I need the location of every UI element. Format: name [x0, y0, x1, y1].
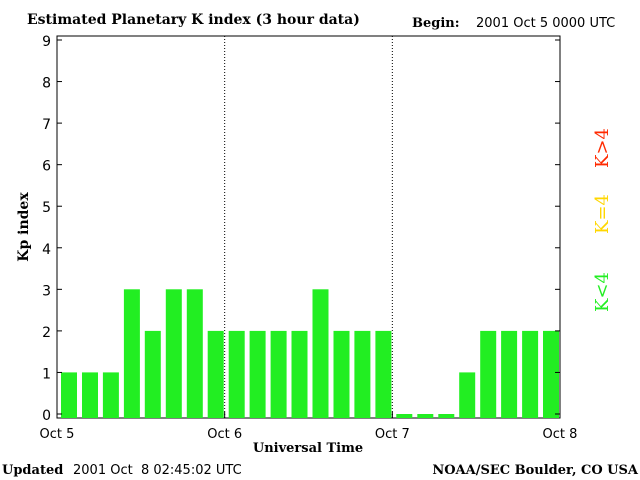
- x-tick-label: Oct 8: [543, 427, 578, 442]
- kp-bar: [375, 330, 392, 418]
- kp-bar: [186, 289, 203, 418]
- credit-text: NOAA/SEC Boulder, CO USA: [432, 463, 639, 478]
- kp-bar: [354, 330, 371, 418]
- updated-value: 2001 Oct 8 02:45:02 UTC: [73, 463, 242, 478]
- x-tick-label: Oct 7: [375, 427, 410, 442]
- y-axis-label: Kp index: [16, 192, 32, 262]
- kp-bar: [438, 414, 455, 418]
- x-axis-ticks: Oct 5 Oct 6 Oct 7 Oct 8: [40, 412, 578, 442]
- y-tick-label: 3: [42, 283, 51, 299]
- kp-bar: [144, 330, 161, 418]
- day-separators: [224, 36, 393, 418]
- x-axis-label: Universal Time: [253, 441, 363, 456]
- kp-bar: [459, 372, 476, 418]
- y-tick-label: 1: [42, 366, 51, 382]
- kp-bar: [543, 330, 559, 418]
- plot-frame: [56, 35, 561, 419]
- y-tick-label: 6: [42, 159, 51, 175]
- kp-bar: [270, 330, 287, 418]
- y-axis-ticks: 0 1 2 3 4 5 6 7 8 9: [42, 34, 560, 424]
- bars-group: [61, 289, 559, 418]
- kp-bar: [396, 414, 413, 418]
- kp-bar: [333, 330, 350, 418]
- kp-bar: [249, 330, 266, 418]
- y-tick-label: 0: [42, 408, 51, 424]
- legend-item-label: K<4: [592, 272, 613, 312]
- y-tick-label: 9: [42, 34, 51, 50]
- kp-bar: [501, 330, 518, 418]
- kp-bar: [61, 372, 77, 418]
- y-tick-label: 4: [42, 242, 51, 258]
- kp-bar: [228, 330, 245, 418]
- kp-bar: [522, 330, 539, 418]
- kp-bar: [123, 289, 140, 418]
- updated-label: Updated: [2, 463, 63, 478]
- x-tick-label: Oct 5: [40, 427, 75, 442]
- begin-label: Begin:: [412, 16, 460, 31]
- kp-bar: [165, 289, 182, 418]
- chart-title: Estimated Planetary K index (3 hour data…: [27, 12, 360, 28]
- begin-value: 2001 Oct 5 0000 UTC: [476, 16, 615, 31]
- kp-bar: [102, 372, 119, 418]
- legend-item-label: K=4: [592, 194, 613, 234]
- legend: K<4 K=4 K>4: [592, 128, 613, 312]
- y-tick-label: 8: [42, 76, 51, 92]
- x-tick-label: Oct 6: [207, 427, 242, 442]
- kp-bar: [312, 289, 329, 418]
- kp-bar: [480, 330, 497, 418]
- kp-bar: [291, 330, 308, 418]
- y-tick-label: 5: [42, 200, 51, 216]
- legend-item-label: K>4: [592, 128, 613, 168]
- y-tick-label: 2: [42, 325, 51, 341]
- kp-bar: [207, 330, 224, 418]
- y-tick-label: 7: [42, 117, 51, 133]
- kp-bar: [417, 414, 434, 418]
- kp-bar: [82, 372, 98, 418]
